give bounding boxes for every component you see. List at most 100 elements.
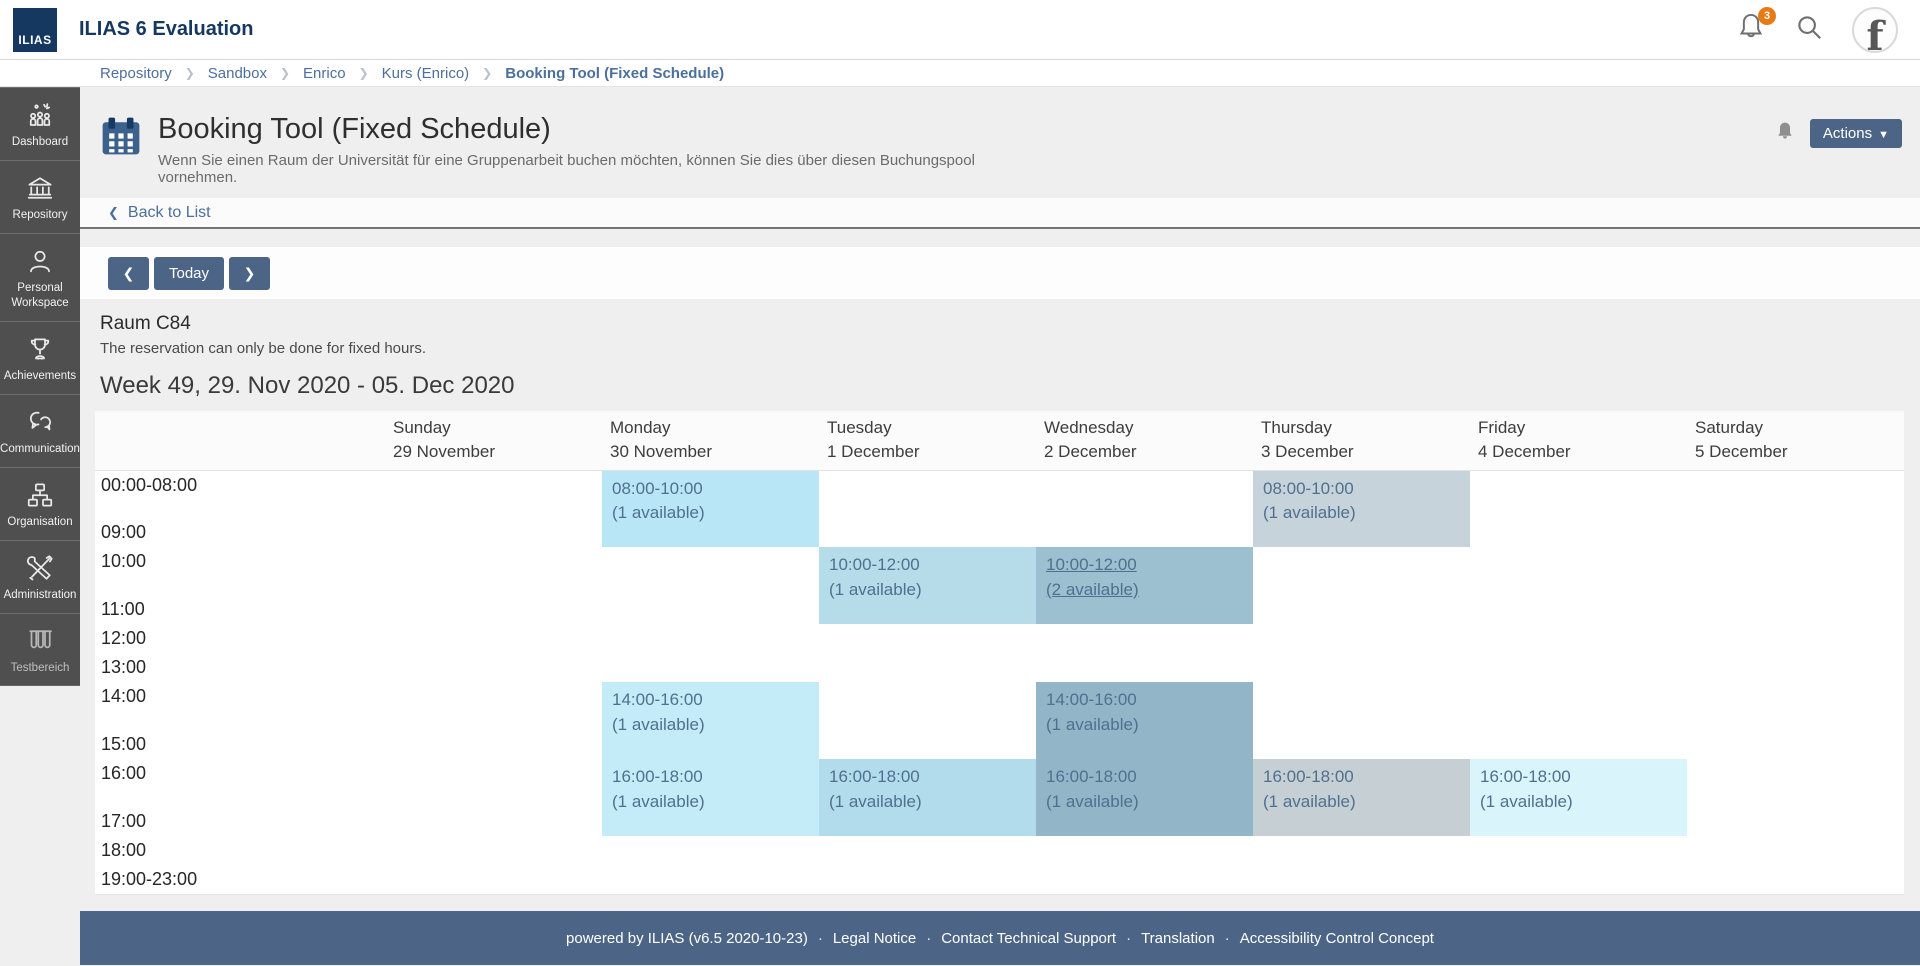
booking-tool-calendar-icon bbox=[100, 115, 142, 162]
day-name: Friday bbox=[1478, 418, 1526, 437]
booking-slot-thursday-08:00-10:00[interactable]: 08:00-10:00 (1 available) bbox=[1253, 470, 1470, 548]
slot-availability: (2 available) bbox=[1046, 579, 1139, 599]
actions-button[interactable]: Actions ▼ bbox=[1809, 119, 1902, 148]
sidebar-item-testbereich[interactable]: Testbereich bbox=[0, 614, 80, 687]
time-label: 19:00-23:00 bbox=[101, 869, 198, 890]
sidebar-item-label: Personal Workspace bbox=[11, 281, 69, 309]
empty-slot bbox=[819, 624, 1036, 653]
empty-slot bbox=[1253, 682, 1470, 730]
empty-slot bbox=[1253, 595, 1470, 624]
empty-slot bbox=[1687, 624, 1904, 653]
today-button[interactable]: Today bbox=[154, 256, 225, 290]
empty-slot bbox=[819, 470, 1036, 518]
booking-slot-tuesday-10:00-12:00[interactable]: 10:00-12:00 (1 available) bbox=[819, 547, 1036, 625]
sidebar-items: Dashboard Repository Personal Workspace Ach… bbox=[0, 87, 80, 687]
day-header-monday: Monday 30 November bbox=[602, 411, 819, 471]
booking-slot-monday-16:00-18:00[interactable]: 16:00-18:00 (1 available) bbox=[602, 759, 819, 837]
sidebar-item-label: Organisation bbox=[7, 515, 73, 528]
booking-slot-wednesday-16:00-18:00[interactable]: 16:00-18:00 (1 available) bbox=[1036, 759, 1253, 837]
time-label: 13:00 bbox=[101, 657, 147, 678]
sidebar-item-label: Dashboard bbox=[11, 136, 69, 148]
powered-by-text: powered by ILIAS (v6.5 2020-10-23) bbox=[566, 929, 808, 947]
empty-slot bbox=[602, 547, 819, 595]
empty-slot bbox=[602, 865, 819, 895]
breadcrumb-item[interactable]: Sandbox bbox=[207, 64, 267, 82]
empty-slot bbox=[385, 518, 602, 547]
empty-slot bbox=[385, 624, 602, 653]
day-name: Thursday bbox=[1261, 418, 1332, 437]
footer: powered by ILIAS (v6.5 2020-10-23) · Legal… bbox=[80, 911, 1920, 965]
back-to-list-link[interactable]: ❮ Back to List bbox=[108, 203, 211, 221]
sidebar-item-personal-workspace[interactable]: Personal Workspace bbox=[0, 234, 80, 322]
user-avatar[interactable]: f bbox=[1852, 6, 1898, 53]
booking-slot-monday-14:00-16:00[interactable]: 14:00-16:00 (1 available) bbox=[602, 682, 819, 760]
time-label: 17:00 bbox=[101, 811, 147, 832]
sidebar-item-communication[interactable]: Communication bbox=[0, 395, 80, 468]
empty-slot bbox=[1036, 653, 1253, 682]
empty-slot bbox=[1687, 470, 1904, 518]
notification-bell-button[interactable]: 3 bbox=[1736, 7, 1776, 48]
booking-slot-wednesday-10:00-12:00[interactable]: 10:00-12:00 (2 available) bbox=[1036, 547, 1253, 625]
day-header-saturday: Saturday 5 December bbox=[1687, 411, 1904, 471]
booking-slot-wednesday-14:00-16:00[interactable]: 14:00-16:00 (1 available) bbox=[1036, 682, 1253, 760]
notification-count-badge: 3 bbox=[1758, 7, 1776, 25]
footer-separator: · bbox=[817, 929, 823, 947]
booking-slot-tuesday-16:00-18:00[interactable]: 16:00-18:00 (1 available) bbox=[819, 759, 1036, 837]
slot-time: 10:00-12:00 bbox=[1046, 555, 1137, 575]
footer-separator: · bbox=[926, 929, 932, 947]
breadcrumb: Repository ❯ Sandbox ❯ Enrico ❯ Kurs (Enrico) ❯… bbox=[0, 60, 1920, 87]
empty-slot bbox=[385, 653, 602, 682]
breadcrumb-item[interactable]: Enrico bbox=[303, 64, 346, 82]
empty-slot bbox=[1036, 624, 1253, 653]
organisation-icon bbox=[25, 480, 55, 510]
booking-slot-monday-08:00-10:00[interactable]: 08:00-10:00 (1 available) bbox=[602, 470, 819, 548]
empty-slot bbox=[385, 470, 602, 518]
dashboard-icon bbox=[25, 100, 55, 130]
previous-week-button[interactable]: ❮ bbox=[108, 256, 149, 290]
day-date: 30 November bbox=[610, 441, 713, 461]
sidebar-item-label: Repository bbox=[12, 208, 68, 221]
day-header-thursday: Thursday 3 December bbox=[1253, 411, 1470, 471]
bell-icon bbox=[1736, 13, 1766, 47]
empty-slot bbox=[1253, 624, 1470, 653]
installation-title: ILIAS 6 Evaluation bbox=[79, 18, 254, 40]
slot-time: 14:00-16:00 bbox=[1046, 690, 1137, 710]
empty-slot bbox=[1687, 518, 1904, 547]
empty-slot bbox=[819, 730, 1036, 759]
slot-availability: (1 available) bbox=[1480, 791, 1573, 811]
empty-slot bbox=[1687, 595, 1904, 624]
time-label: 15:00 bbox=[101, 734, 147, 755]
sidebar-item-administration[interactable]: Administration bbox=[0, 541, 80, 614]
empty-slot bbox=[385, 547, 602, 595]
ilias-logo[interactable]: ILIAS bbox=[13, 7, 57, 52]
footer-link-translation[interactable]: Translation bbox=[1141, 929, 1215, 947]
empty-slot bbox=[602, 836, 819, 865]
search-button[interactable] bbox=[1794, 12, 1824, 47]
footer-link-accessibility-control-concept[interactable]: Accessibility Control Concept bbox=[1239, 929, 1434, 947]
empty-slot bbox=[1687, 730, 1904, 759]
footer-link-legal-notice[interactable]: Legal Notice bbox=[832, 929, 917, 947]
page-subtitle: Wenn Sie einen Raum der Universität für … bbox=[158, 152, 975, 186]
next-week-button[interactable]: ❯ bbox=[229, 256, 271, 290]
sidebar-item-dashboard[interactable]: Dashboard bbox=[0, 87, 80, 161]
sidebar-item-achievements[interactable]: Achievements bbox=[0, 322, 80, 395]
empty-slot bbox=[819, 518, 1036, 547]
sidebar-item-organisation[interactable]: Organisation bbox=[0, 468, 80, 541]
time-column-header bbox=[95, 411, 385, 471]
breadcrumb-item[interactable]: Kurs (Enrico) bbox=[381, 64, 470, 82]
empty-slot bbox=[1036, 865, 1253, 895]
day-name: Saturday bbox=[1695, 418, 1764, 437]
booking-slot-friday-16:00-18:00[interactable]: 16:00-18:00 (1 available) bbox=[1470, 759, 1687, 837]
sidebar-item-repository[interactable]: Repository bbox=[0, 161, 80, 234]
footer-link-contact-technical-support[interactable]: Contact Technical Support bbox=[941, 929, 1117, 947]
breadcrumb-item[interactable]: Repository bbox=[100, 64, 172, 82]
empty-slot bbox=[385, 682, 602, 730]
slot-availability: (1 available) bbox=[1263, 503, 1356, 523]
booking-slot-thursday-16:00-18:00[interactable]: 16:00-18:00 (1 available) bbox=[1253, 759, 1470, 837]
object-notification-bell-icon[interactable] bbox=[1774, 120, 1796, 148]
slot-time: 16:00-18:00 bbox=[1046, 767, 1137, 787]
repository-icon bbox=[25, 173, 55, 203]
slot-time: 10:00-12:00 bbox=[829, 555, 920, 575]
time-label: 18:00 bbox=[101, 840, 147, 861]
breadcrumb-item[interactable]: Booking Tool (Fixed Schedule) bbox=[505, 64, 725, 82]
